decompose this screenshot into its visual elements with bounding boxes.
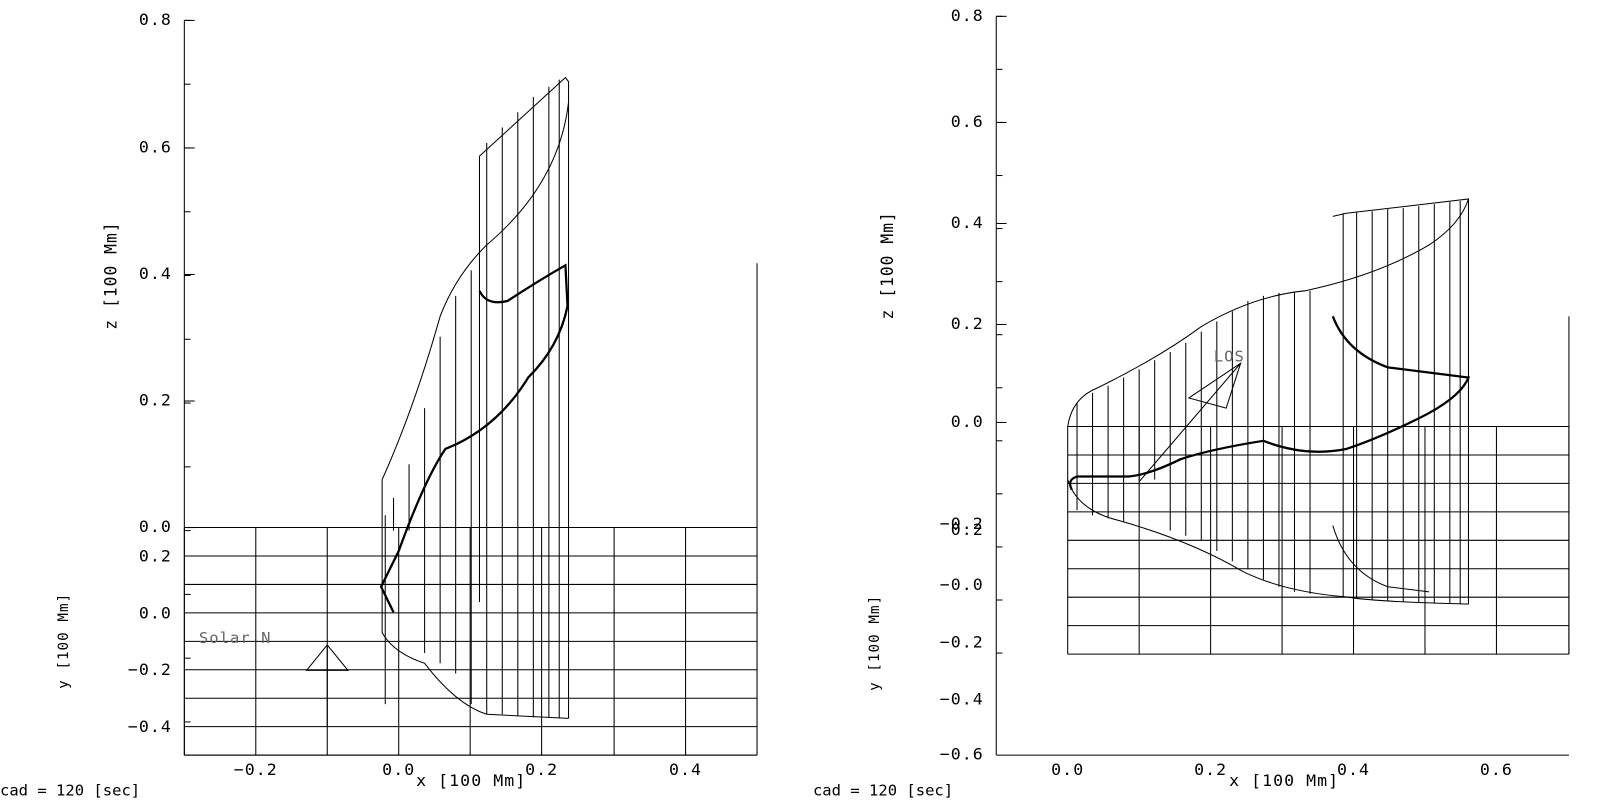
field-line bbox=[1069, 315, 1471, 491]
y-tick-label: −0.2 bbox=[128, 660, 172, 679]
x-axis-label: x [100 Mm] bbox=[416, 771, 526, 790]
z-axis-label: z [100 Mm] bbox=[101, 221, 120, 329]
x-tick-label: 0.2 bbox=[525, 760, 558, 779]
y-tick-label: −0.4 bbox=[128, 717, 172, 736]
y-tick-label: 0.2 bbox=[139, 547, 172, 566]
y-tick-label: −0.4 bbox=[940, 690, 984, 709]
cadence: cad = 120 [sec] bbox=[0, 781, 140, 799]
z-tick-label: 0.0 bbox=[139, 517, 172, 536]
y-tick-label: −0.2 bbox=[940, 632, 984, 651]
x-tick-label: −0.2 bbox=[234, 760, 278, 779]
x-tick-label: 0.0 bbox=[382, 760, 415, 779]
y-axis-label: y [100 Mm] bbox=[867, 595, 883, 691]
x-tick-label: 0.2 bbox=[1194, 760, 1227, 779]
y-tick-label: −0.0 bbox=[940, 575, 984, 594]
z-axis-label: z [100 Mm] bbox=[878, 211, 897, 319]
outline bbox=[381, 76, 570, 719]
y-tick-label: 0.2 bbox=[951, 520, 984, 539]
z-tick-label: 0.4 bbox=[951, 213, 984, 232]
z-tick-label: 0.4 bbox=[139, 264, 172, 283]
z-tick-label: 0.8 bbox=[139, 10, 172, 29]
field-line bbox=[379, 263, 569, 613]
z-tick-label: 0.8 bbox=[951, 6, 984, 25]
y-axis-label: y [100 Mm] bbox=[56, 593, 72, 689]
outline bbox=[1067, 198, 1469, 605]
arrow bbox=[1138, 362, 1242, 482]
plot-lines bbox=[183, 15, 1570, 756]
x-axis-label: x [100 Mm] bbox=[1229, 771, 1339, 790]
outline bbox=[1332, 525, 1430, 593]
z-tick-label: 0.0 bbox=[951, 412, 984, 431]
z-tick-label: 0.2 bbox=[139, 391, 172, 410]
y-tick-label: −0.2 bbox=[940, 514, 984, 533]
y-tick-label: 0.0 bbox=[139, 604, 172, 623]
arrow-label: LOS bbox=[1214, 348, 1245, 366]
x-tick-label: 0.6 bbox=[1480, 760, 1513, 779]
z-tick-label: 0.6 bbox=[139, 138, 172, 157]
arrow-label: Solar N bbox=[199, 629, 272, 647]
y-tick-label: −0.6 bbox=[940, 745, 984, 764]
cadence: cad = 120 [sec] bbox=[813, 781, 953, 799]
x-tick-label: 0.4 bbox=[669, 760, 702, 779]
x-tick-label: 0.0 bbox=[1051, 760, 1084, 779]
z-tick-label: 0.2 bbox=[951, 314, 984, 333]
x-tick-label: 0.4 bbox=[1337, 760, 1370, 779]
z-tick-label: 0.6 bbox=[951, 112, 984, 131]
